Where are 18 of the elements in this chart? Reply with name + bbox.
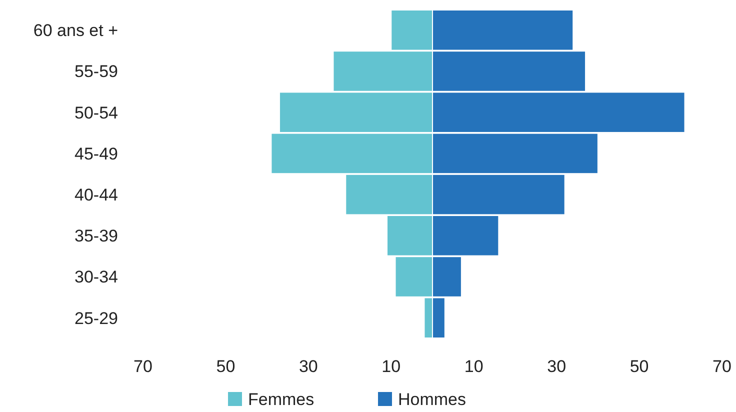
x-tick-label: 70 bbox=[134, 357, 152, 376]
x-tick-label: 10 bbox=[464, 357, 484, 376]
y-tick-label: 25-29 bbox=[74, 308, 118, 328]
x-tick-label: 30 bbox=[298, 357, 318, 376]
y-tick-label: 35-39 bbox=[74, 226, 118, 246]
legend-label: Hommes bbox=[398, 390, 466, 409]
y-tick-label: 40-44 bbox=[74, 186, 118, 204]
x-tick-label: 50 bbox=[216, 357, 236, 376]
y-tick-label: 50-54 bbox=[74, 103, 118, 122]
y-tick-label: 60 ans et + bbox=[33, 21, 118, 40]
y-tick-label: 55-59 bbox=[74, 62, 118, 82]
legend-label: Femmes bbox=[248, 390, 314, 409]
y-tick-label: 30-34 bbox=[74, 268, 118, 287]
x-tick-label: 50 bbox=[630, 357, 649, 376]
x-tick-label: 30 bbox=[547, 357, 566, 376]
x-tick-label: 70 bbox=[712, 357, 732, 376]
y-tick-label: 45-49 bbox=[74, 144, 118, 164]
x-tick-label: 10 bbox=[382, 357, 401, 376]
